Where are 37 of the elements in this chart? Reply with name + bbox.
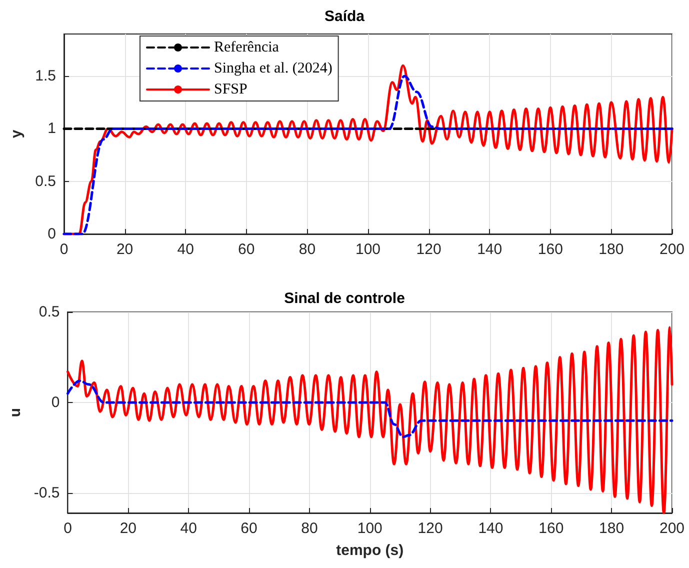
legend-label: Referência	[214, 40, 280, 56]
x-tick-label: 60	[238, 241, 255, 258]
x-tick-label: 160	[538, 520, 564, 537]
x-tick-label: 180	[598, 241, 624, 258]
x-tick-label: 200	[659, 520, 685, 537]
x-tick-label: 160	[538, 241, 563, 258]
y-tick-label: 0	[48, 226, 56, 242]
legend-label: SFSP	[214, 82, 248, 98]
legend-label: Singha et al. (2024)	[214, 60, 332, 76]
x-tick-label: 120	[418, 520, 443, 537]
x-tick-label: 20	[116, 241, 134, 258]
y-tick-label: 0.5	[38, 304, 60, 320]
line-series	[66, 380, 674, 438]
y-axis-title: y	[8, 129, 25, 138]
x-tick-label: 140	[477, 241, 502, 258]
x-tick-label: 100	[357, 520, 382, 537]
x-tick-label: 40	[177, 241, 194, 258]
chart-title: Sinal de controle	[284, 290, 405, 307]
x-tick-label: 80	[298, 241, 316, 258]
x-tick-label: 140	[478, 520, 504, 537]
x-tick-label: 0	[64, 520, 72, 537]
x-tick-label: 100	[355, 241, 381, 258]
x-tick-label: 40	[180, 520, 197, 537]
y-tick-label: 0	[51, 394, 60, 412]
x-tick-label: 80	[301, 520, 318, 537]
y-tick-label: -0.5	[34, 484, 60, 502]
y-axis-title: u	[7, 408, 24, 418]
x-tick-label: 180	[599, 520, 624, 537]
x-tick-label: 60	[240, 520, 258, 537]
x-tick-label: 20	[120, 520, 137, 537]
x-tick-label: 120	[416, 241, 442, 258]
y-tick-label: 0.5	[35, 172, 56, 190]
chart-title: Saída	[324, 8, 366, 25]
y-tick-label: 1	[48, 120, 56, 138]
y-tick-label: 1.5	[35, 68, 56, 85]
x-tick-label: 200	[659, 241, 685, 258]
x-axis-title: tempo (s)	[336, 542, 404, 559]
